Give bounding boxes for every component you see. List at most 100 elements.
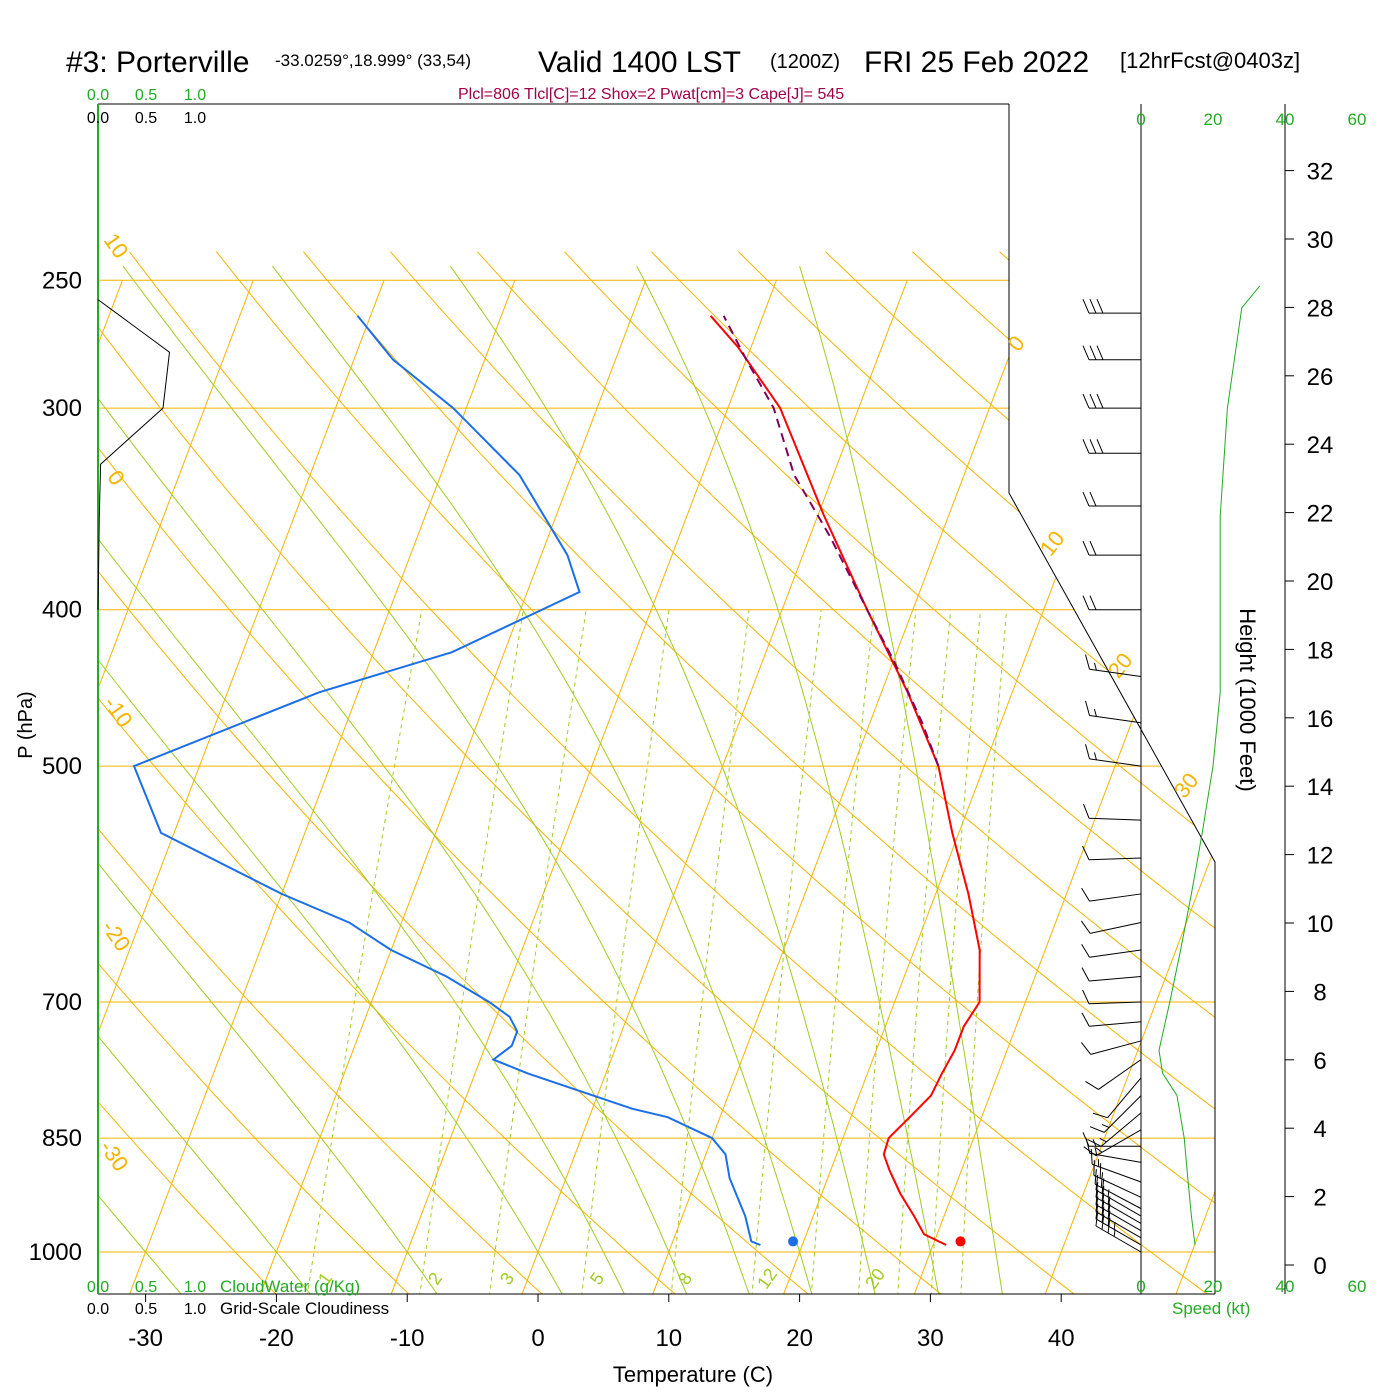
y2-axis-label: Height (1000 Feet)	[1235, 608, 1260, 791]
wind-barb-staff	[1103, 1095, 1142, 1133]
isotherm-label: -10	[99, 692, 138, 732]
moist-adiabat-line	[122, 265, 754, 1294]
wind-barb-flag	[1082, 540, 1090, 556]
wind-barb-flag	[1096, 393, 1104, 409]
wind-barb-halfflag	[1094, 1147, 1098, 1155]
cloudiness-scale-top: 0.0	[87, 110, 109, 127]
wind-barb-flag	[1095, 1196, 1099, 1212]
wind-barb-staff	[1095, 1129, 1142, 1157]
cloudwater-label: CloudWater (g/Kg)	[220, 1277, 360, 1296]
moist-adiabat-line	[98, 265, 446, 1294]
dry-adiabat-line	[98, 251, 422, 1294]
mixing-ratio-line	[959, 609, 1008, 1294]
cloudiness-profile	[97, 299, 171, 610]
dry-adiabat-line	[651, 251, 1215, 1294]
wind-barb-staff	[1089, 1001, 1142, 1005]
wind-barb-flag	[1107, 1217, 1111, 1234]
wind-barb-halfflag	[1107, 1189, 1110, 1198]
wind-barb-flag	[1101, 1207, 1105, 1223]
temperature-tick-label: 10	[655, 1325, 682, 1352]
cloudwater-scale-top: 0.0	[87, 87, 109, 104]
wind-barb-halfflag	[1093, 752, 1097, 761]
temperature-tick-label: 0	[531, 1325, 544, 1352]
wind-barb-flag	[1107, 1196, 1111, 1212]
isotherm-line	[381, 280, 777, 1294]
wind-barb-staff	[1089, 949, 1142, 958]
cloudwater-scale-bottom: 0.5	[135, 1279, 157, 1296]
dry-adiabat-line	[477, 251, 1215, 1294]
mixing-ratio-label: 3	[496, 1269, 518, 1289]
isotherm-line	[1035, 280, 1215, 1294]
dry-adiabat-line	[738, 251, 1215, 1294]
isotherm-label: -30	[95, 1136, 134, 1176]
wind-barb	[1080, 1040, 1142, 1055]
wind-barb-flag	[1080, 920, 1091, 934]
wind-barb-halfflag	[1099, 1137, 1107, 1143]
station-coords: -33.0259°,18.999° (33,54)	[275, 51, 471, 70]
wind-barb-flag	[1101, 1178, 1105, 1194]
wind-barb-flag	[1081, 967, 1090, 982]
wind-barb	[1085, 1059, 1142, 1090]
wind-barb	[1085, 654, 1142, 678]
wind-barb-flag	[1090, 1149, 1093, 1165]
cloudiness-scale-top: 1.0	[184, 110, 206, 127]
speed-tick-label-bottom: 20	[1204, 1277, 1223, 1296]
pressure-tick-label: 300	[42, 395, 82, 422]
wind-barb-flag	[1087, 1139, 1102, 1147]
height-tick-label: 2	[1313, 1185, 1326, 1212]
isotherm-line	[773, 280, 1170, 1294]
height-tick-label: 16	[1307, 706, 1334, 733]
wind-barb-flag	[1089, 393, 1097, 409]
isotherm-line	[1166, 280, 1215, 1294]
wind-barb	[1082, 595, 1141, 611]
wind-speed-profile	[1158, 285, 1261, 1246]
y-axis-label: P (hPa)	[15, 691, 37, 758]
wind-barb	[1081, 967, 1142, 982]
wind-barb-staff	[1089, 975, 1142, 982]
x-axis-label: Temperature (C)	[613, 1362, 773, 1387]
speed-tick-label-bottom: 0	[1136, 1277, 1145, 1296]
wind-barb-flag	[1096, 345, 1104, 360]
wind-barb-flag	[1082, 491, 1090, 507]
wind-barb-flag	[1083, 1146, 1097, 1157]
mixing-ratio-label: 12	[753, 1265, 781, 1293]
wind-barb	[1093, 1160, 1142, 1198]
wind-barb-flag	[1081, 887, 1090, 902]
wind-barb-flag	[1089, 439, 1097, 454]
wind-barb-flag	[1089, 298, 1097, 314]
moist-adiabat-line	[636, 265, 942, 1294]
mixing-ratio-line	[856, 609, 917, 1294]
wind-barb-flag	[1089, 491, 1097, 507]
wind-barb-staff	[1095, 1196, 1142, 1224]
wind-barb-flag	[1080, 1042, 1092, 1055]
dry-adiabat-line	[1173, 251, 1215, 1294]
wind-barb-flag	[1082, 845, 1090, 861]
wind-barb	[1081, 1012, 1142, 1027]
height-tick-label: 4	[1313, 1116, 1326, 1143]
wind-barb	[1095, 1203, 1142, 1246]
wind-barb-flag	[1095, 1189, 1099, 1205]
temperature-tick-label: 20	[786, 1325, 813, 1352]
speed-tick-label-top: 40	[1276, 110, 1295, 129]
height-tick-label: 18	[1307, 637, 1334, 664]
wind-barb	[1082, 491, 1141, 507]
wind-barb-staff	[1089, 857, 1142, 861]
wind-barb	[1085, 744, 1142, 767]
isotherm-line	[98, 280, 385, 1294]
wind-barb-flag	[1083, 803, 1090, 819]
pressure-tick-label: 700	[42, 989, 82, 1016]
wind-barb-flag	[1095, 1210, 1099, 1227]
height-tick-label: 0	[1313, 1253, 1326, 1280]
speed-tick-label-bottom: 40	[1276, 1277, 1295, 1296]
wind-barb-staff	[1095, 1218, 1142, 1246]
wind-barb-staff	[1089, 1021, 1142, 1027]
height-tick-label: 30	[1307, 227, 1334, 254]
isotherm-label: 30	[1169, 768, 1204, 803]
wind-barb	[1090, 1149, 1142, 1183]
mixing-ratio-line	[579, 609, 670, 1294]
height-tick-label: 6	[1313, 1048, 1326, 1075]
isotherm-line	[250, 280, 647, 1294]
wind-barb-halfflag	[1093, 709, 1097, 717]
dry-adiabat-line	[98, 251, 1090, 1294]
